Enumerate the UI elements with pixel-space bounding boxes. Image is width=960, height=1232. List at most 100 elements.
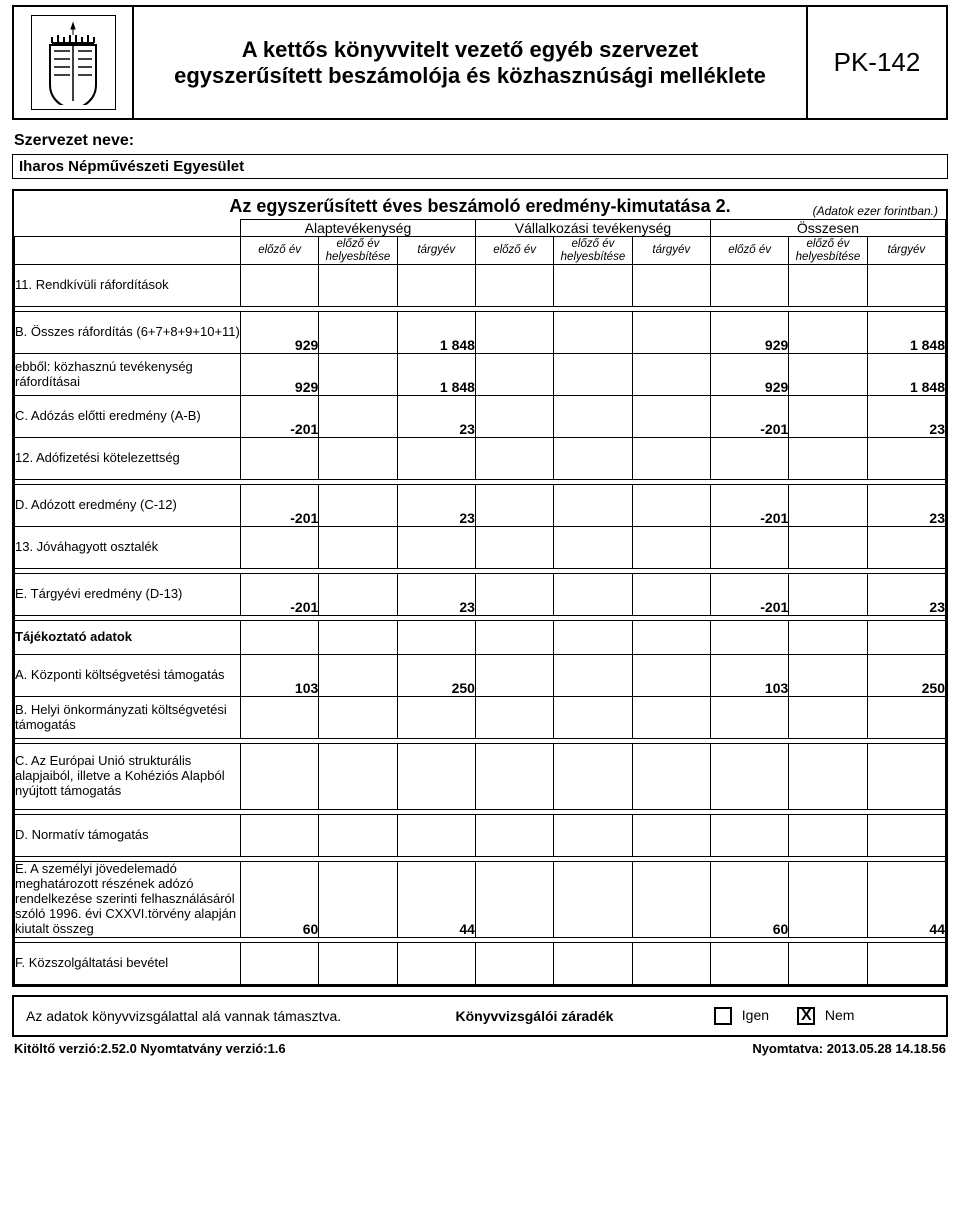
table-cell: 23 (867, 574, 945, 616)
table-cell (789, 574, 867, 616)
audit-box: Az adatok könyvvizsgálattal alá vannak t… (12, 995, 948, 1037)
table-cell (632, 862, 710, 938)
table-cell (240, 527, 318, 569)
table-cell (319, 942, 397, 984)
row-label: C. Az Európai Unió strukturális alapjaib… (15, 744, 241, 810)
title-line-2: egyszerűsített beszámolója és közhasznús… (174, 63, 766, 89)
table-cell (240, 744, 318, 810)
table-cell (789, 862, 867, 938)
crest-icon (31, 15, 116, 110)
column-header: előző év (475, 237, 553, 265)
table-cell (397, 815, 475, 857)
table-cell: 60 (240, 862, 318, 938)
table-cell: -201 (240, 485, 318, 527)
table-cell (554, 312, 632, 354)
table-cell (240, 697, 318, 739)
table-cell (554, 862, 632, 938)
table-cell: 929 (240, 312, 318, 354)
form-code: PK-142 (806, 7, 946, 118)
row-label: E. A személyi jövedelemadó meghatározott… (15, 862, 241, 938)
table-cell (632, 527, 710, 569)
yes-label: Igen (742, 1007, 769, 1023)
table-cell: 929 (710, 354, 788, 396)
column-header: előző év (710, 237, 788, 265)
table-cell (867, 942, 945, 984)
table-cell (475, 862, 553, 938)
row-label: 13. Jóváhagyott osztalék (15, 527, 241, 569)
table-cell (240, 942, 318, 984)
table-cell (475, 655, 553, 697)
column-header: előző év helyesbítése (554, 237, 632, 265)
table-cell (789, 312, 867, 354)
table-cell (867, 265, 945, 307)
audit-text: Az adatok könyvvizsgálattal alá vannak t… (26, 1008, 435, 1024)
table-cell (397, 265, 475, 307)
table-cell (789, 354, 867, 396)
table-cell (710, 438, 788, 480)
table-cell (319, 354, 397, 396)
checkbox-no[interactable] (797, 1007, 815, 1025)
header-title: A kettős könyvvitelt vezető egyéb szerve… (134, 7, 806, 118)
row-label: C. Adózás előtti eredmény (A-B) (15, 396, 241, 438)
table-cell (554, 942, 632, 984)
table-cell (319, 815, 397, 857)
table-cell (789, 527, 867, 569)
table-cell (240, 815, 318, 857)
table-cell (789, 942, 867, 984)
table-cell: -201 (240, 396, 318, 438)
table-cell (554, 574, 632, 616)
group-header: Alaptevékenység (240, 220, 475, 237)
table-cell (710, 697, 788, 739)
row-label: ebből: közhasznú tevékenység ráfordítása… (15, 354, 241, 396)
table-cell (475, 527, 553, 569)
table-cell (397, 438, 475, 480)
table-cell: 250 (397, 655, 475, 697)
table-cell (554, 396, 632, 438)
table-cell (397, 942, 475, 984)
unit-note: (Adatok ezer forintban.) (813, 204, 938, 218)
table-cell (240, 438, 318, 480)
table-cell (632, 655, 710, 697)
table-cell (475, 815, 553, 857)
table-cell (789, 655, 867, 697)
row-label: 12. Adófizetési kötelezettség (15, 438, 241, 480)
table-cell: 23 (397, 485, 475, 527)
audit-heading: Könyvvizsgálói záradék (435, 1008, 635, 1024)
table-cell (554, 265, 632, 307)
table-cell (319, 312, 397, 354)
table-cell: 23 (867, 485, 945, 527)
table-cell: 1 848 (397, 312, 475, 354)
org-label: Szervezet neve: (14, 132, 948, 150)
main-table-box: Az egyszerűsített éves beszámoló eredmén… (12, 189, 948, 987)
table-cell (319, 438, 397, 480)
audit-yes-option[interactable]: Igen (714, 1007, 769, 1025)
no-label: Nem (825, 1007, 855, 1023)
table-cell: -201 (710, 485, 788, 527)
audit-no-option[interactable]: Nem (797, 1007, 854, 1025)
table-cell (554, 744, 632, 810)
table-cell (319, 574, 397, 616)
table-cell (789, 697, 867, 739)
title-line-1: A kettős könyvvitelt vezető egyéb szerve… (242, 37, 698, 63)
group-header: Összesen (710, 220, 945, 237)
group-header: Vállalkozási tevékenység (475, 220, 710, 237)
table-cell (789, 485, 867, 527)
table-cell (319, 655, 397, 697)
table-cell: 23 (397, 396, 475, 438)
table-cell (867, 697, 945, 739)
row-label: D. Adózott eredmény (C-12) (15, 485, 241, 527)
checkbox-yes[interactable] (714, 1007, 732, 1025)
table-cell (867, 438, 945, 480)
table-cell (397, 744, 475, 810)
table-cell (632, 396, 710, 438)
footer-left: Kitöltő verzió:2.52.0 Nyomtatvány verzió… (14, 1041, 286, 1056)
table-cell (475, 354, 553, 396)
table-cell (554, 485, 632, 527)
table-cell (319, 697, 397, 739)
table-cell: 103 (710, 655, 788, 697)
table-cell (710, 815, 788, 857)
table-cell (867, 744, 945, 810)
table-cell: 23 (867, 396, 945, 438)
table-cell: -201 (710, 396, 788, 438)
header-box: A kettős könyvvitelt vezető egyéb szerve… (12, 5, 948, 120)
